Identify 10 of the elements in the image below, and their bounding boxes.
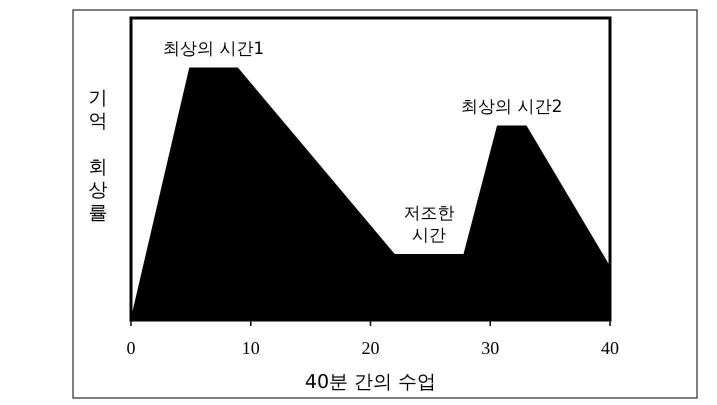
annotation: 최상의 시간1 (163, 39, 264, 59)
x-tick-label: 0 (126, 338, 136, 358)
x-axis-title: 40분 간의 수업 (304, 371, 436, 393)
annotation: 최상의 시간2 (461, 96, 562, 117)
x-tick-label: 40 (601, 338, 619, 358)
x-tick-label: 20 (362, 338, 380, 358)
x-tick-label: 30 (481, 338, 500, 358)
text: 기억 회상률 (88, 87, 108, 224)
x-tick-label: 10 (242, 338, 260, 358)
annotation: 저조한 시간 (404, 203, 455, 246)
